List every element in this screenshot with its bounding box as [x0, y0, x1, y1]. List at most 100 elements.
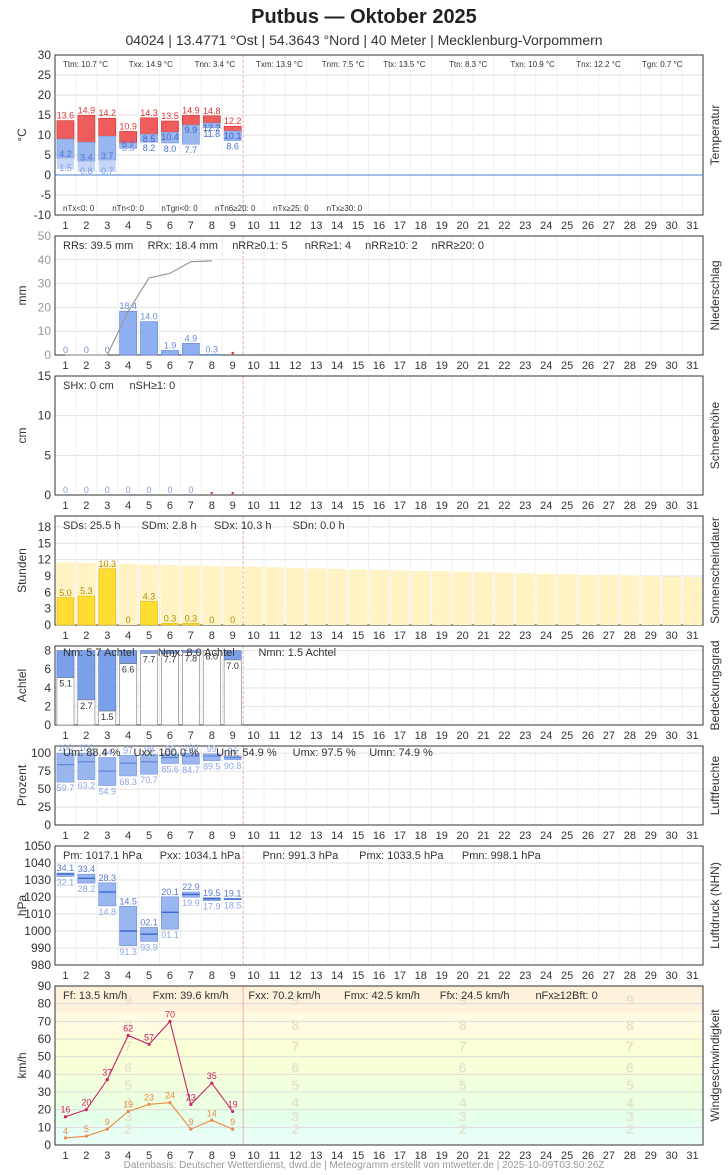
y-axis-label: km/h — [15, 1052, 29, 1078]
precip-trace-dot — [231, 351, 234, 355]
x-tick-label: 30 — [666, 730, 678, 742]
x-tick-label: 10 — [247, 220, 259, 232]
cloud-label: 7.7 — [143, 654, 156, 664]
beaufort-number: 5 — [459, 1077, 467, 1093]
x-tick-label: 9 — [230, 220, 236, 232]
y-tick-label: 1050 — [24, 839, 51, 853]
tmax-bar — [56, 120, 75, 140]
x-tick-label: 13 — [310, 730, 322, 742]
wind-gust-label: 37 — [102, 1068, 112, 1078]
humidity-bar — [202, 753, 221, 762]
x-tick-label: 29 — [645, 730, 657, 742]
pressure-min-label: 19.9 — [182, 898, 200, 908]
x-tick-label: 22 — [498, 630, 510, 642]
snow-trace-dot — [231, 491, 234, 495]
sunshine-label: 5.3 — [80, 586, 93, 596]
x-tick-label: 27 — [603, 500, 615, 512]
astro-sunshine-bar — [474, 572, 493, 625]
x-tick-label: 13 — [310, 630, 322, 642]
astro-sunshine-bar — [202, 566, 222, 625]
wind-gust-label: 19 — [228, 1099, 238, 1109]
y-tick-label: 990 — [31, 941, 51, 955]
x-tick-label: 23 — [519, 630, 531, 642]
x-tick-label: 25 — [561, 500, 573, 512]
x-tick-label: 8 — [209, 360, 215, 372]
beaufort-number: 6 — [626, 1059, 634, 1075]
humidity-min-label: 89.5 — [203, 762, 221, 772]
x-tick-label: 10 — [247, 730, 259, 742]
y-tick-label: 30 — [38, 277, 52, 291]
x-tick-label: 20 — [456, 630, 468, 642]
y-axis-label: °C — [15, 128, 29, 142]
stat-label: SHx: 0 cm — [63, 380, 114, 392]
x-tick-label: 15 — [352, 360, 364, 372]
x-tick-label: 28 — [624, 500, 636, 512]
panel-label: Niederschlag — [708, 260, 722, 330]
pressure-bar — [119, 906, 138, 947]
x-tick-label: 12 — [289, 1150, 301, 1162]
astro-sunshine-bar — [662, 576, 682, 625]
tmean-bar — [202, 122, 221, 129]
cloud-label: 7.0 — [226, 661, 239, 671]
stat-label: nTx≥25: 0 — [273, 204, 309, 213]
y-tick-label: 18 — [38, 520, 52, 534]
humidity-bar — [161, 753, 179, 764]
plot-frame — [54, 54, 704, 216]
wind-gust-label: 35 — [207, 1071, 217, 1081]
panel-label: Luftdruck (NHN) — [708, 862, 722, 949]
plot-frame — [54, 845, 704, 966]
x-tick-label: 29 — [645, 630, 657, 642]
tground-bar — [98, 160, 116, 173]
humidity-bar — [140, 754, 158, 775]
stat-label: Umx: 97.5 % — [293, 747, 356, 759]
tmean-label: 12.2 — [203, 123, 221, 133]
humidity-max-label: 100 — [79, 743, 94, 753]
humidity-max-label: 97 — [123, 745, 133, 755]
beaufort-number: 7 — [626, 1038, 634, 1054]
x-tick-label: 29 — [645, 970, 657, 982]
x-tick-label: 20 — [456, 970, 468, 982]
x-tick-label: 9 — [230, 970, 236, 982]
sunshine-bar — [182, 623, 200, 626]
x-tick-label: 2 — [83, 630, 89, 642]
x-tick-label: 5 — [146, 220, 152, 232]
tmin-label: 7.7 — [185, 145, 198, 155]
pressure-min-label: 91.3 — [119, 947, 137, 957]
x-tick-label: 28 — [624, 730, 636, 742]
stat-label: Txm: 13.9 °C — [256, 60, 303, 69]
stat-label: nRR≥20: 0 — [432, 240, 485, 252]
x-tick-label: 2 — [83, 1150, 89, 1162]
x-tick-label: 12 — [289, 220, 301, 232]
x-tick-label: 7 — [188, 730, 194, 742]
pressure-min-label: 01.1 — [161, 930, 179, 940]
stat-label: nTgn<0: 0 — [161, 204, 198, 213]
x-tick-label: 17 — [394, 630, 406, 642]
wind-gust-point — [231, 1109, 235, 1114]
precip-bar — [140, 321, 158, 356]
x-tick-label: 16 — [373, 830, 385, 842]
snow-label: 0 — [105, 485, 110, 495]
x-tick-label: 6 — [167, 730, 173, 742]
x-tick-label: 22 — [498, 220, 510, 232]
x-tick-label: 17 — [394, 360, 406, 372]
x-tick-label: 11 — [269, 830, 280, 842]
x-tick-label: 30 — [666, 830, 678, 842]
beaufort-number: 5 — [124, 1077, 132, 1093]
humidity-max-label: 100 — [58, 743, 73, 753]
x-tick-label: 27 — [603, 830, 615, 842]
tmean-bar — [140, 133, 158, 143]
sunshine-label: 5.0 — [59, 588, 72, 598]
sunshine-bar — [77, 595, 96, 626]
x-tick-label: 18 — [415, 830, 427, 842]
y-tick-label: 15 — [38, 108, 52, 122]
x-tick-label: 17 — [394, 220, 406, 232]
plot-frame — [54, 985, 704, 1146]
beaufort-number: 8 — [626, 1017, 634, 1033]
x-tick-label: 3 — [104, 970, 110, 982]
tmax-bar — [140, 117, 158, 135]
stat-label: Tgn: 0.7 °C — [642, 60, 683, 69]
precip-bar — [202, 353, 221, 356]
beaufort-number: 4 — [124, 1095, 132, 1111]
stat-label: Fxm: 39.6 km/h — [153, 990, 229, 1002]
wind-gust-label: 57 — [144, 1032, 154, 1042]
